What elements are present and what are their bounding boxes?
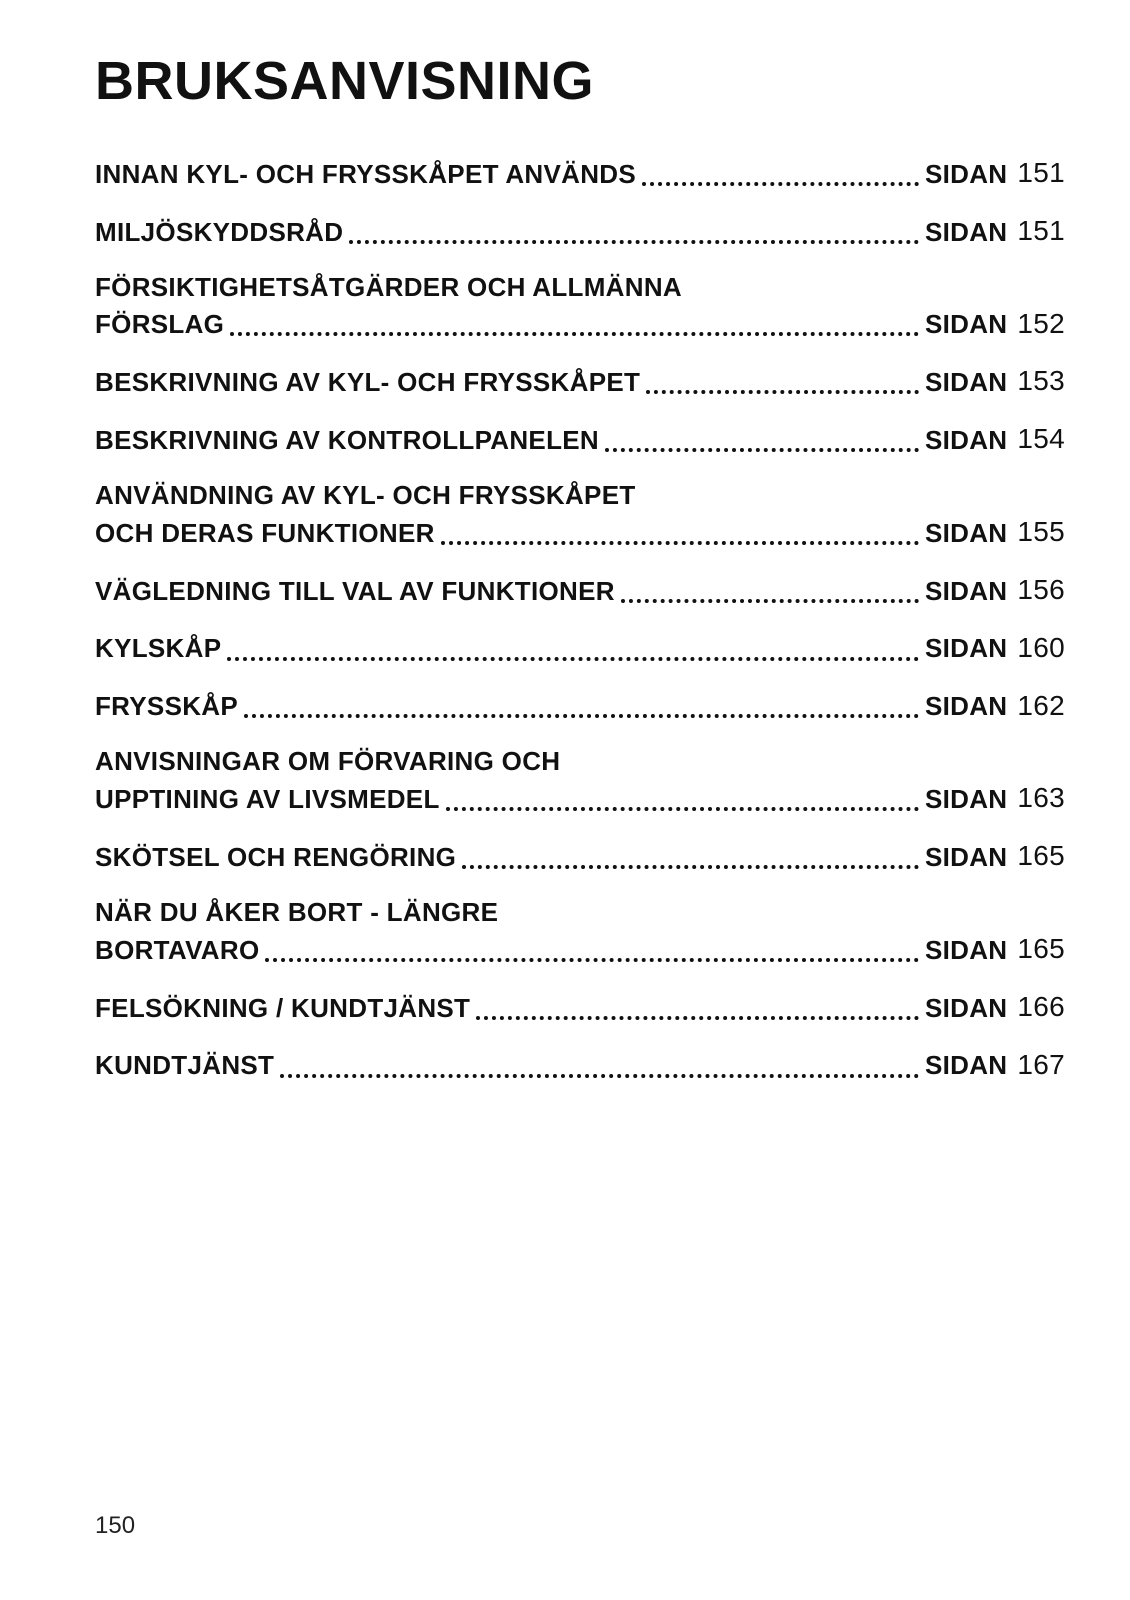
toc-page-number: 151 (1017, 212, 1065, 250)
toc-leader (446, 786, 919, 811)
toc-label: KUNDTJÄNST (95, 1048, 274, 1083)
toc-leader (230, 312, 919, 337)
toc-page-label: SIDAN (925, 365, 1007, 400)
toc-label-line1: ANVÄNDNING AV KYL- OCH FRYSSKÅPET (95, 478, 1065, 513)
toc-entry: INNAN KYL- OCH FRYSSKÅPET ANVÄNDS SIDAN … (95, 154, 1065, 192)
toc-page-number: 162 (1017, 687, 1065, 725)
toc-page-number: 165 (1017, 930, 1065, 968)
toc-page-label: SIDAN (925, 933, 1007, 968)
toc-leader (476, 995, 919, 1020)
toc-page-label: SIDAN (925, 215, 1007, 250)
document-title: BRUKSANVISNING (95, 50, 1065, 112)
toc-page-label: SIDAN (925, 423, 1007, 458)
toc-leader (227, 636, 919, 661)
toc-entry: KYLSKÅP SIDAN 160 (95, 629, 1065, 667)
table-of-contents: INNAN KYL- OCH FRYSSKÅPET ANVÄNDS SIDAN … (95, 154, 1065, 1084)
toc-page-number: 166 (1017, 988, 1065, 1026)
toc-label-line2: OCH DERAS FUNKTIONER (95, 516, 435, 551)
toc-page-label: SIDAN (925, 631, 1007, 666)
page: BRUKSANVISNING INNAN KYL- OCH FRYSSKÅPET… (0, 0, 1130, 1600)
toc-label: INNAN KYL- OCH FRYSSKÅPET ANVÄNDS (95, 157, 636, 192)
toc-entry: FRYSSKÅP SIDAN 162 (95, 687, 1065, 725)
toc-entry: KUNDTJÄNST SIDAN 167 (95, 1046, 1065, 1084)
toc-label: FRYSSKÅP (95, 689, 238, 724)
toc-label-line1: FÖRSIKTIGHETSÅTGÄRDER OCH ALLMÄNNA (95, 270, 1065, 305)
toc-label: BESKRIVNING AV KYL- OCH FRYSSKÅPET (95, 365, 640, 400)
toc-page-label: SIDAN (925, 574, 1007, 609)
toc-page-number: 167 (1017, 1046, 1065, 1084)
toc-label-line2: BORTAVARO (95, 933, 259, 968)
toc-leader (280, 1053, 919, 1078)
toc-page-label: SIDAN (925, 840, 1007, 875)
footer-page-number: 150 (95, 1512, 135, 1540)
toc-label: SKÖTSEL OCH RENGÖRING (95, 840, 456, 875)
toc-page-label: SIDAN (925, 516, 1007, 551)
toc-page-label: SIDAN (925, 307, 1007, 342)
toc-label: KYLSKÅP (95, 631, 221, 666)
toc-entry: ANVÄNDNING AV KYL- OCH FRYSSKÅPET OCH DE… (95, 478, 1065, 551)
toc-page-label: SIDAN (925, 991, 1007, 1026)
toc-page-number: 163 (1017, 779, 1065, 817)
toc-page-number: 160 (1017, 629, 1065, 667)
toc-page-number: 154 (1017, 420, 1065, 458)
toc-leader (605, 427, 919, 452)
toc-entry: ANVISNINGAR OM FÖRVARING OCH UPPTINING A… (95, 744, 1065, 817)
toc-entry: MILJÖSKYDDSRÅD SIDAN 151 (95, 212, 1065, 250)
toc-page-number: 151 (1017, 154, 1065, 192)
toc-label-line1: NÄR DU ÅKER BORT - LÄNGRE (95, 895, 1065, 930)
toc-leader (244, 694, 919, 719)
toc-label: MILJÖSKYDDSRÅD (95, 215, 343, 250)
toc-page-number: 155 (1017, 513, 1065, 551)
toc-entry: BESKRIVNING AV KONTROLLPANELEN SIDAN 154 (95, 420, 1065, 458)
toc-page-number: 156 (1017, 571, 1065, 609)
toc-leader (646, 369, 919, 394)
toc-leader (642, 161, 919, 186)
toc-label: FELSÖKNING / KUNDTJÄNST (95, 991, 470, 1026)
toc-entry: BESKRIVNING AV KYL- OCH FRYSSKÅPET SIDAN… (95, 362, 1065, 400)
toc-page-label: SIDAN (925, 689, 1007, 724)
toc-leader (462, 844, 919, 869)
toc-entry: NÄR DU ÅKER BORT - LÄNGRE BORTAVARO SIDA… (95, 895, 1065, 968)
toc-leader (441, 520, 919, 545)
toc-label-line1: ANVISNINGAR OM FÖRVARING OCH (95, 744, 1065, 779)
toc-entry: FÖRSIKTIGHETSÅTGÄRDER OCH ALLMÄNNA FÖRSL… (95, 270, 1065, 343)
toc-leader (265, 937, 919, 962)
toc-entry: FELSÖKNING / KUNDTJÄNST SIDAN 166 (95, 988, 1065, 1026)
toc-page-number: 153 (1017, 362, 1065, 400)
toc-page-number: 165 (1017, 837, 1065, 875)
toc-leader (621, 578, 919, 603)
toc-label: VÄGLEDNING TILL VAL AV FUNKTIONER (95, 574, 615, 609)
toc-leader (349, 219, 919, 244)
toc-entry: SKÖTSEL OCH RENGÖRING SIDAN 165 (95, 837, 1065, 875)
toc-page-label: SIDAN (925, 1048, 1007, 1083)
toc-label: BESKRIVNING AV KONTROLLPANELEN (95, 423, 599, 458)
toc-label-line2: UPPTINING AV LIVSMEDEL (95, 782, 440, 817)
toc-page-number: 152 (1017, 305, 1065, 343)
toc-page-label: SIDAN (925, 157, 1007, 192)
toc-label-line2: FÖRSLAG (95, 307, 224, 342)
toc-page-label: SIDAN (925, 782, 1007, 817)
toc-entry: VÄGLEDNING TILL VAL AV FUNKTIONER SIDAN … (95, 571, 1065, 609)
